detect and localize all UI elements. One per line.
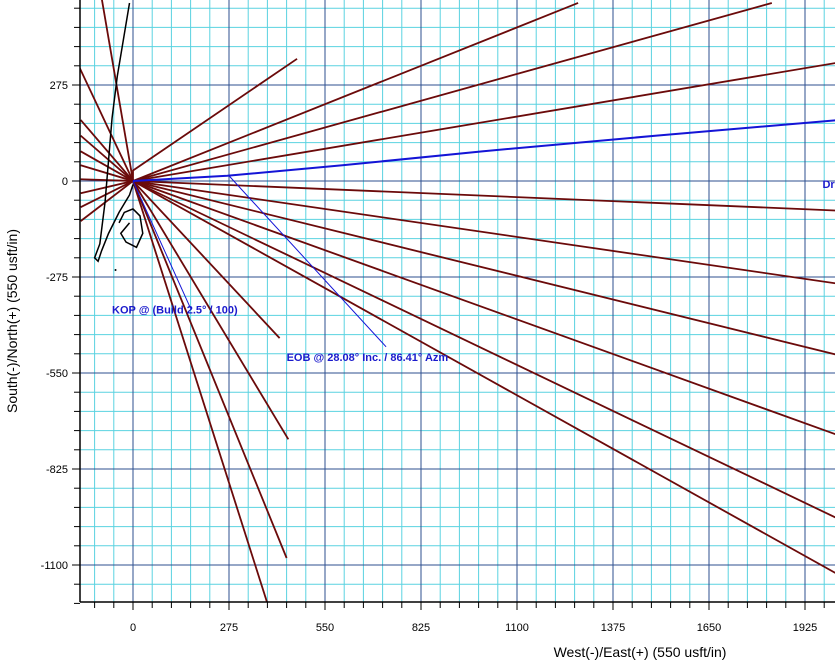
x-tick-label: 1375 xyxy=(601,622,625,634)
axes: 0 275 550 825 1100 1375 1650 1925 275 0 -275 -550 -8… xyxy=(41,0,835,634)
x-tick-label: 275 xyxy=(220,622,238,634)
offset-well-line xyxy=(132,180,281,339)
y-tick-label: -1100 xyxy=(41,560,68,572)
offset-well-line xyxy=(132,62,835,182)
offset-well-line xyxy=(132,180,835,574)
annotations: KOP @ (Build 2.5° / 100) EOB @ 28.08° Inc… xyxy=(112,179,835,364)
offset-well-line xyxy=(80,180,134,222)
boundary-trace xyxy=(93,2,144,272)
y-axis-title: South(-)/North(+) (550 usft/in) xyxy=(4,229,20,413)
y-tick-label: -550 xyxy=(46,368,68,380)
offset-well-line xyxy=(132,180,835,285)
boundary-dot xyxy=(114,269,117,272)
annotation-label: Drc xyxy=(822,179,835,191)
offset-well-line xyxy=(132,180,835,212)
offset-well-line xyxy=(80,66,134,182)
offset-well-line xyxy=(80,119,134,182)
y-tick-label: 275 xyxy=(50,80,68,92)
boundary-line xyxy=(93,2,134,263)
offset-well-line xyxy=(101,0,134,182)
annotation-pointer xyxy=(228,175,387,348)
x-tick-label: 1925 xyxy=(793,622,817,634)
offset-well-line xyxy=(132,2,773,182)
offset-well-line xyxy=(132,180,268,602)
offset-well-line xyxy=(132,58,298,181)
offset-well-line xyxy=(132,180,835,519)
offset-well-line xyxy=(132,2,579,182)
y-tick-label: -275 xyxy=(46,272,68,284)
offset-well-line xyxy=(132,180,835,436)
x-tick-label: 825 xyxy=(412,622,430,634)
offset-well-line xyxy=(132,180,288,559)
offset-well-line xyxy=(80,180,134,208)
annotation-pointer xyxy=(132,180,192,309)
annotation-pointers xyxy=(132,175,387,348)
planned-well-trajectory xyxy=(132,119,835,182)
boundary-loop xyxy=(118,208,144,249)
offset-well-lines xyxy=(80,0,835,602)
x-tick-label: 550 xyxy=(316,622,334,634)
x-axis-title: West(-)/East(+) (550 usft/in) xyxy=(554,644,727,660)
y-tick-label: 0 xyxy=(62,176,68,188)
x-tick-label: 0 xyxy=(130,622,136,634)
offset-well-line xyxy=(132,180,290,440)
x-tick-label: 1100 xyxy=(505,622,529,634)
y-tick-label: -825 xyxy=(46,464,68,476)
planned-well-line xyxy=(132,119,835,182)
annotation-label: KOP @ (Build 2.5° / 100) xyxy=(112,305,238,317)
annotation-label: EOB @ 28.08° Inc. / 86.41° Azm xyxy=(287,352,449,364)
offset-well-line xyxy=(80,150,134,182)
x-tick-label: 1650 xyxy=(697,622,721,634)
offset-well-line xyxy=(80,134,134,182)
offset-well-line xyxy=(132,180,835,356)
